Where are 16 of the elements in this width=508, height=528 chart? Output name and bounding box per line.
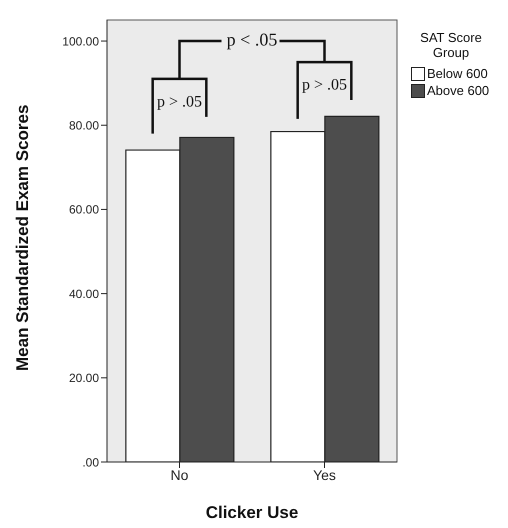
legend-title: SAT Score Group	[419, 30, 483, 60]
annotation: p < .05	[226, 29, 278, 50]
y-tick-label: .00	[82, 455, 100, 470]
y-tick-label: 40.00	[68, 286, 100, 301]
x-axis-title: Clicker Use	[206, 503, 298, 522]
y-tick-label: 20.00	[68, 371, 100, 386]
y-tick-label: 60.00	[68, 202, 100, 217]
x-tick-label: No	[170, 466, 189, 483]
y-tick-label: 80.00	[68, 118, 100, 132]
y-tick-label: 100.00	[62, 34, 100, 48]
legend-label: Below 600	[427, 66, 488, 81]
x-tick-label: Yes	[313, 466, 336, 483]
legend-label: Above 600	[427, 83, 490, 98]
annotation: p > .05	[302, 76, 348, 94]
annotation: p > .05	[156, 93, 202, 110]
y-axis-title: Mean Standardized Exam Scores	[13, 104, 32, 371]
